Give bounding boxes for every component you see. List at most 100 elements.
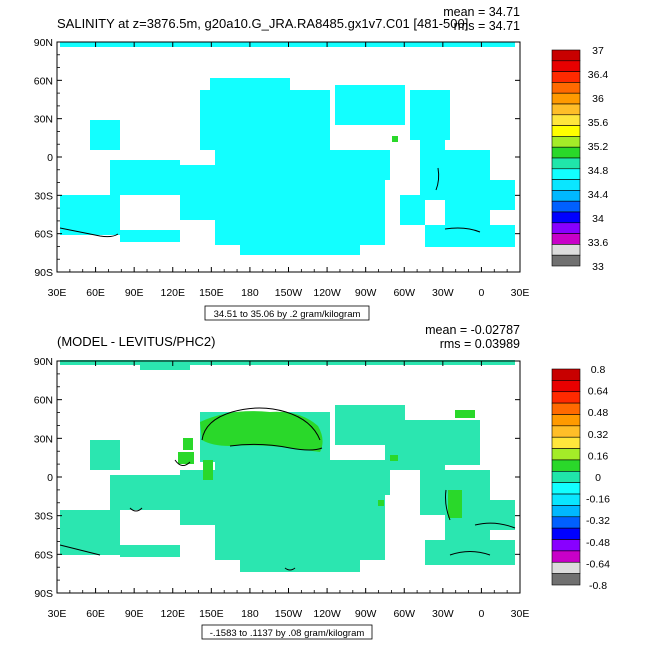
panel2-colorbar: 0.8 0.64 0.48 0.32 0.16 0 -0.16 -0.32 -0.48 -0.64… [551,364,610,592]
x-tick-label: 120E [160,608,185,620]
colorbar-swatch [551,425,581,438]
colorbar-swatch [551,573,581,586]
colorbar-swatch [551,190,581,202]
x-tick-label: 90W [355,608,377,620]
y-tick-label: 30N [34,114,53,126]
colorbar-swatch [551,222,581,234]
colorbar-swatch [551,114,581,126]
x-tick-label: 90W [355,287,377,299]
x-tick-label: 0 [478,287,484,299]
colorbar-swatch [551,92,581,105]
panel1-colorbar: 37 36.4 36 35.6 35.2 34.8 34.4 34 33.6 33 [551,45,609,273]
colorbar-swatch [551,482,581,495]
colorbar-swatch [551,179,581,191]
colorbar-swatch [551,380,581,393]
colorbar-label: 34 [592,213,604,225]
colorbar-label: -0.64 [586,558,610,570]
colorbar-swatch [551,254,581,267]
colorbar-label: 0.16 [588,450,609,462]
colorbar-swatch [551,60,581,72]
colorbar-swatch [551,200,581,213]
panel2-title: (MODEL - LEVITUS/PHC2) [57,334,215,349]
x-tick-label: 0 [478,608,484,620]
colorbar-swatch [551,82,581,94]
colorbar-swatch [551,71,581,83]
colorbar-label: 35.6 [588,117,609,129]
panel2-y-axis: 90N 60N 30N 0 30S 60S 90S [34,356,520,600]
colorbar-swatch [551,436,581,449]
colorbar-swatch [551,168,581,180]
colorbar-swatch [551,527,581,540]
panel1-contour-note: 34.51 to 35.06 by .2 gram/kilogram [214,309,361,320]
x-tick-label: 30E [511,287,530,299]
panel2-rms: rms = 0.03989 [440,337,520,351]
colorbar-label: 0.48 [588,407,609,419]
colorbar-swatch [551,157,581,170]
panel1-x-axis: 30E 60E 90E 120E 150E 180 150W 120W 90W 60W 30W 0 30… [48,42,530,299]
y-tick-label: 60S [34,229,53,241]
x-tick-label: 60E [86,608,105,620]
colorbar-swatch [551,211,581,224]
colorbar-label: 33.6 [588,237,609,249]
colorbar-swatch [551,368,581,381]
x-tick-label: 180 [241,287,259,299]
colorbar-swatch [551,471,581,483]
colorbar-swatch [551,561,581,574]
x-tick-label: 90E [125,287,144,299]
panel1-green-patches [392,136,398,142]
panel2-field [60,360,515,572]
colorbar-swatch [551,493,581,506]
colorbar-label: 36 [592,93,604,105]
colorbar-label: 0 [595,472,601,484]
x-tick-label: 120W [313,608,341,620]
panel-difference: (MODEL - LEVITUS/PHC2) mean = -0.02787 r… [34,323,610,640]
colorbar-swatch [551,516,581,529]
x-tick-label: 30W [432,608,454,620]
panel1-y-axis: 90N 60N 30N 0 30S 60S 90S [34,37,520,279]
panel1-title: SALINITY at z=3876.5m, g20a10.G_JRA.RA84… [57,16,468,31]
panel1-rms: rms = 34.71 [454,19,520,33]
colorbar-label: 0.32 [588,429,609,441]
colorbar-swatch [551,448,581,461]
x-tick-label: 60W [393,287,415,299]
x-tick-label: 180 [241,608,259,620]
panel1-contour-note-box [204,305,370,321]
panel2-contours [59,407,516,571]
colorbar-swatch [551,414,581,427]
panel1-field [60,42,515,255]
x-tick-label: 150E [199,287,224,299]
colorbar-label: 37 [592,45,604,57]
colorbar-label: 36.4 [588,69,609,81]
x-tick-label: 150E [199,608,224,620]
panel1-contours [59,167,481,238]
colorbar-swatch [551,103,581,116]
colorbar-swatch [551,136,581,148]
x-tick-label: 30E [48,608,67,620]
y-tick-label: 60N [34,75,53,87]
colorbar-swatch [551,505,581,518]
colorbar-swatch [551,459,581,472]
colorbar-label: -0.48 [586,537,610,549]
panel1-mean: mean = 34.71 [443,5,520,19]
y-tick-label: 90S [34,267,53,279]
y-tick-label: 30S [34,511,53,523]
panel2-x-axis: 30E 60E 90E 120E 150E 180 150W 120W 90W 60W 30W 0 30… [48,361,530,620]
panel2-mean: mean = -0.02787 [425,323,520,337]
colorbar-label: 34.4 [588,189,609,201]
colorbar-label: 33 [592,261,604,273]
y-tick-label: 90S [34,588,53,600]
colorbar-label: 0.8 [591,364,606,376]
x-tick-label: 150W [275,287,303,299]
x-tick-label: 120E [160,287,185,299]
colorbar-swatch [551,125,581,137]
colorbar-label: 0.64 [588,386,609,398]
y-tick-label: 90N [34,37,53,49]
x-tick-label: 30E [511,608,530,620]
colorbar-label: -0.32 [586,515,610,527]
y-tick-label: 60N [34,395,53,407]
y-tick-label: 30N [34,433,53,445]
colorbar-swatch [551,146,581,159]
colorbar-label: 34.8 [588,165,609,177]
x-tick-label: 120W [313,287,341,299]
